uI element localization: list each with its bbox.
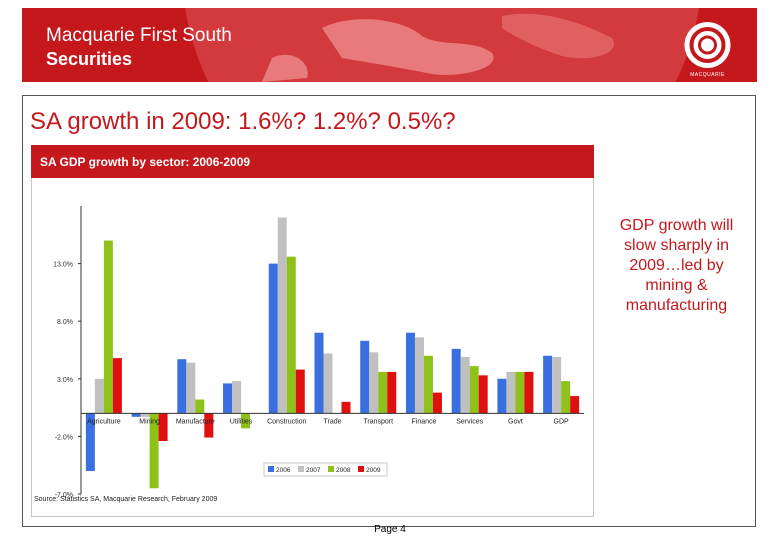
brand-name-line2: Securities: [46, 49, 133, 69]
bar-2006-5: [314, 332, 324, 414]
legend-swatch-2008: [328, 466, 334, 472]
bar-2009-6: [387, 371, 397, 414]
bar-2006-4: [268, 263, 278, 414]
bar-2009-10: [570, 396, 580, 414]
chart-title: SA GDP growth by sector: 2006-2009: [40, 155, 251, 169]
bar-2006-7: [405, 332, 415, 414]
bar-2009-4: [295, 369, 305, 414]
bar-2007-0: [94, 378, 104, 414]
slide-title: SA growth in 2009: 1.6%? 1.2%? 0.5%?: [30, 108, 456, 135]
bar-2006-2: [177, 359, 187, 414]
macquarie-logo: MACQUARIE: [670, 18, 745, 80]
bar-2008-2: [195, 399, 205, 414]
bar-2008-3: [241, 413, 251, 429]
bar-2007-2: [186, 362, 196, 414]
x-category-label: Transport: [363, 418, 393, 425]
header-banner: Macquarie First South Securities MACQUAR…: [22, 8, 757, 82]
bar-2007-1: [140, 413, 150, 417]
bar-2008-8: [469, 366, 479, 414]
content-frame: [22, 95, 756, 527]
bar-2006-3: [223, 383, 233, 414]
brand-name-line1: Macquarie First South: [46, 25, 232, 46]
macquarie-logo-emblem: [684, 22, 731, 68]
bar-2009-1: [158, 413, 168, 442]
bar-2007-7: [414, 337, 424, 414]
x-category-label: Mining: [139, 418, 160, 425]
x-category-label: Services: [456, 418, 483, 425]
x-category-label: Agriculture: [87, 418, 121, 425]
bar-2009-9: [524, 371, 534, 414]
bar-2006-1: [131, 413, 141, 417]
legend-box: [263, 462, 388, 477]
legend-label-2009: 2009: [366, 467, 381, 474]
bar-2008-0: [103, 240, 113, 414]
bar-2007-3: [232, 381, 242, 414]
chart-panel: -7.0% -2.0% 3.0% 8.0% 13.0% Agriculture Mining…: [31, 145, 594, 517]
x-category-label: GDP: [554, 418, 570, 425]
world-map-graphic: [185, 8, 699, 82]
legend-label-2007: 2007: [306, 467, 321, 474]
bar-2006-0: [85, 413, 95, 471]
bar-2008-1: [149, 413, 159, 489]
y-tick-label: -2.0%: [55, 434, 73, 441]
bar-2007-9: [506, 371, 516, 414]
x-category-label: Construction: [267, 418, 306, 425]
y-tick-label: 13.0%: [53, 262, 73, 269]
y-tick-label: 8.0%: [57, 319, 73, 326]
legend-swatch-2006: [268, 466, 274, 472]
bar-2007-10: [552, 356, 562, 414]
bar-2009-8: [478, 375, 488, 414]
x-category-label: Govt: [508, 418, 523, 425]
bar-2006-10: [543, 355, 553, 414]
x-category-label: Utilities: [230, 418, 253, 425]
bar-2007-6: [369, 352, 379, 414]
x-category-label: Finance: [412, 418, 437, 425]
bar-2006-6: [360, 340, 370, 414]
bar-2009-5: [341, 401, 351, 414]
chart-source-note: Source: Statistics SA, Macquarie Researc…: [34, 496, 218, 503]
bar-2007-8: [460, 356, 470, 414]
bar-2008-7: [423, 355, 433, 414]
gdp-sector-chart: -7.0% -2.0% 3.0% 8.0% 13.0% Agriculture Mining…: [53, 206, 584, 499]
y-tick-label: -7.0%: [55, 492, 73, 499]
bar-2008-9: [515, 371, 525, 414]
legend-swatch-2007: [298, 466, 304, 472]
logo-wordmark: MACQUARIE: [690, 72, 725, 78]
chart-header-bar: SA GDP growth by sector: 2006-2009: [31, 145, 594, 178]
bar-2006-9: [497, 378, 507, 414]
bar-2009-7: [432, 392, 442, 414]
bar-2007-4: [277, 217, 287, 414]
legend-label-2008: 2008: [336, 467, 351, 474]
bar-2008-10: [561, 381, 571, 414]
y-tick-label: 3.0%: [57, 377, 73, 384]
legend-swatch-2009: [358, 466, 364, 472]
bar-2008-6: [378, 371, 388, 414]
x-category-label: Trade: [323, 418, 341, 425]
bar-2009-0: [112, 358, 122, 414]
callout-text: GDP growth will slow sharply in 2009…led…: [619, 217, 734, 314]
bar-2008-4: [286, 256, 296, 414]
bar-2009-2: [204, 413, 214, 438]
bar-2006-8: [451, 348, 461, 414]
bar-2007-5: [323, 353, 333, 414]
page-number: Page 4: [374, 524, 406, 535]
legend-label-2006: 2006: [276, 467, 291, 474]
x-category-label: Manufacture: [176, 418, 215, 425]
